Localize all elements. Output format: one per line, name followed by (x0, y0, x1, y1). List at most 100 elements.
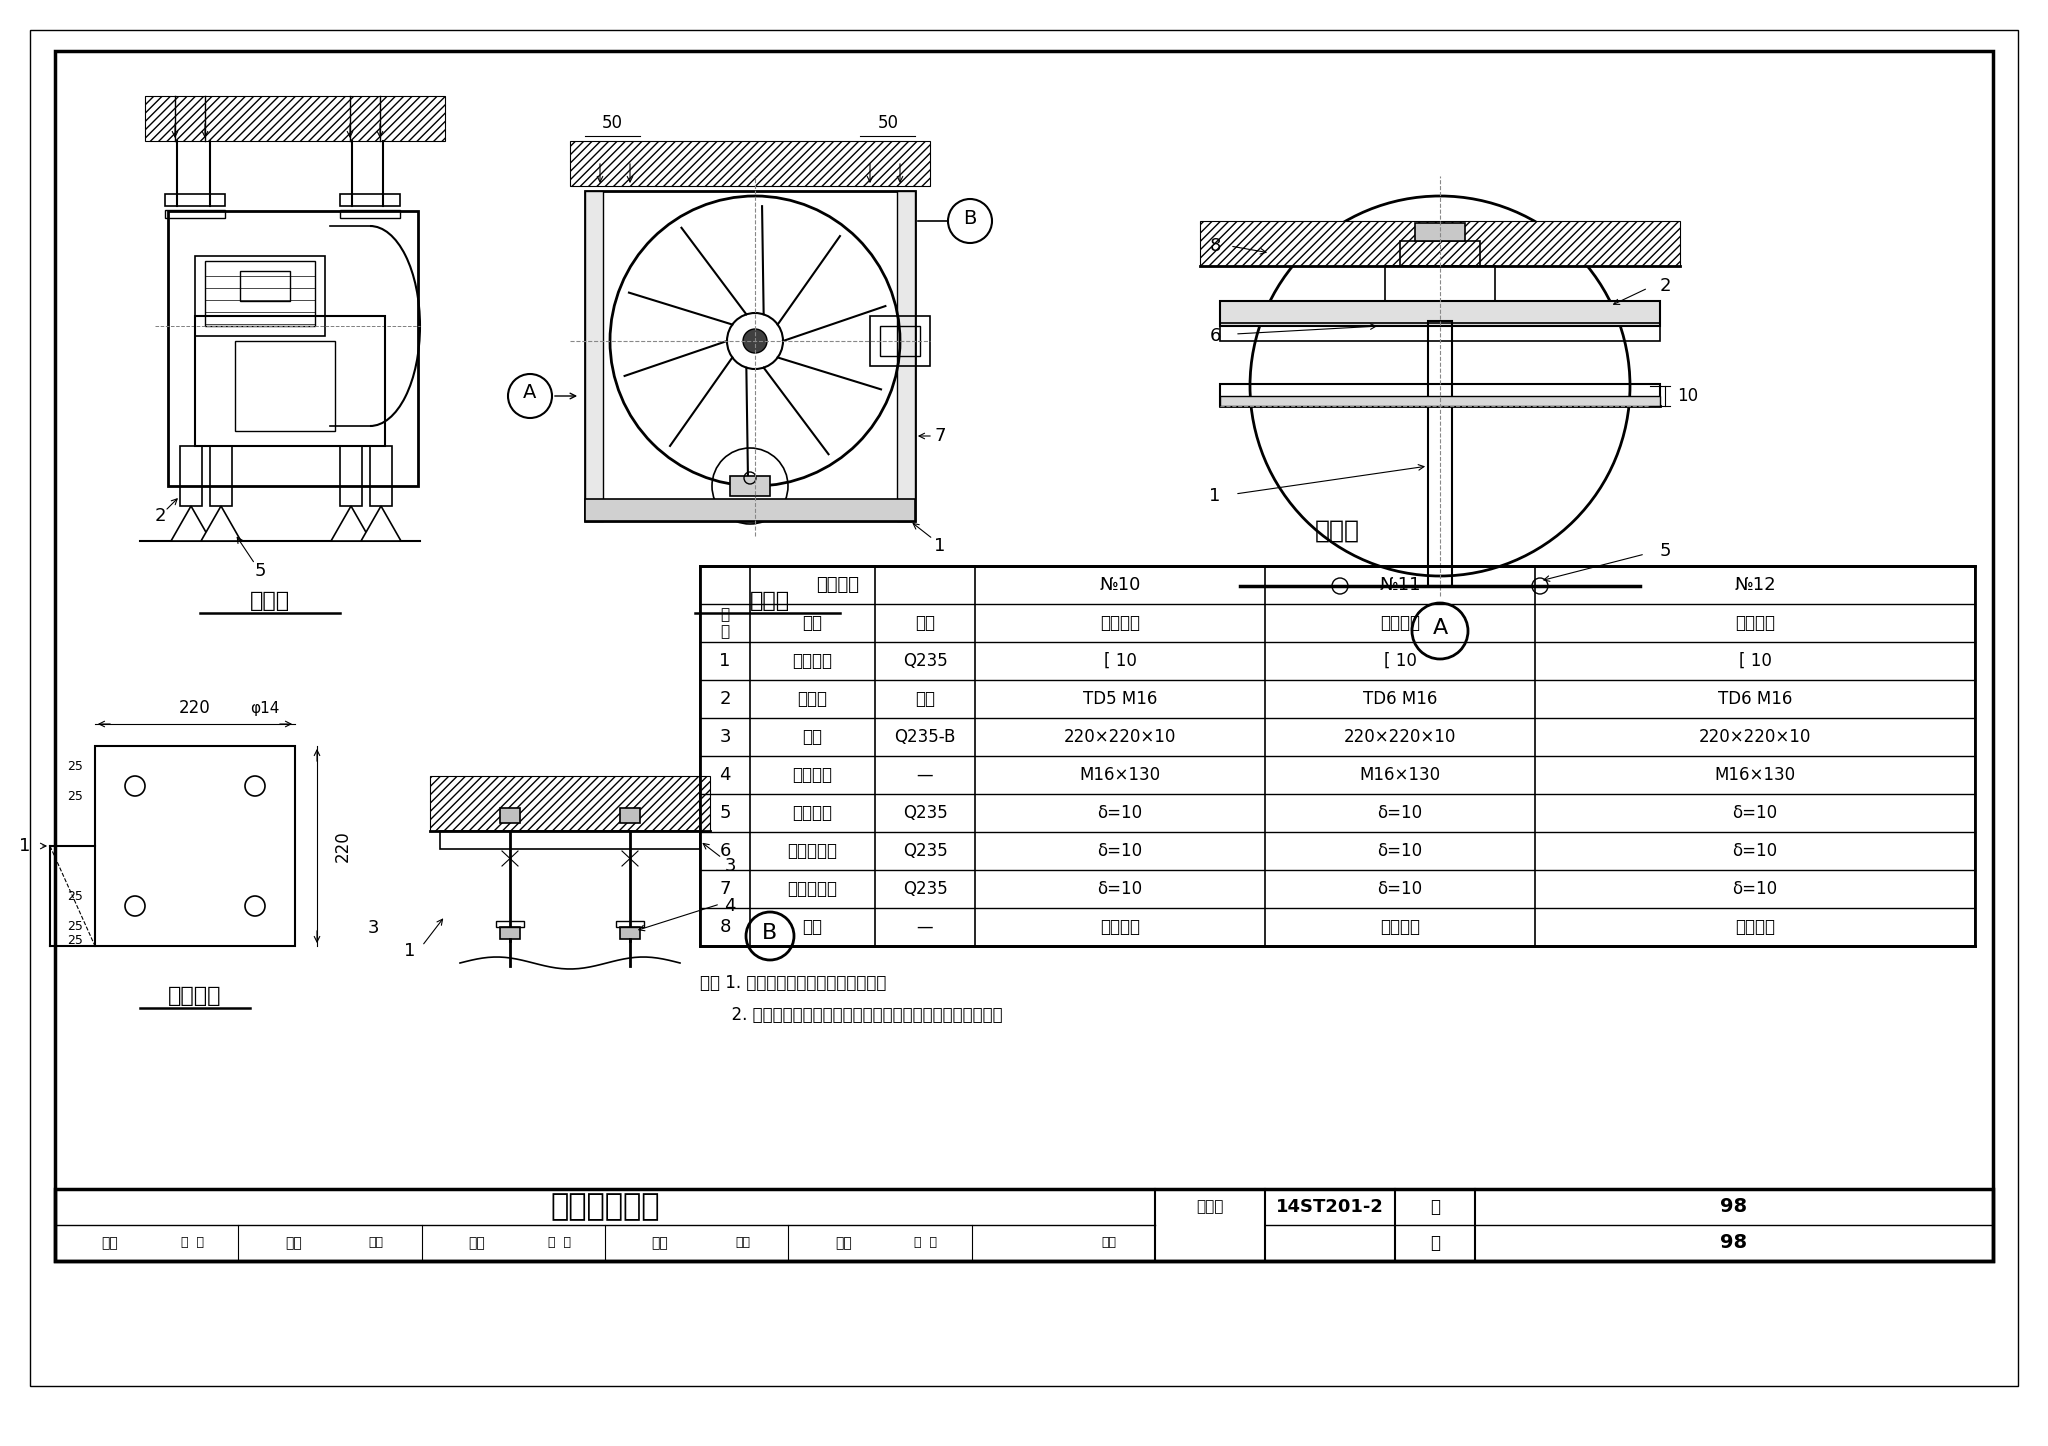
Text: δ=10: δ=10 (1378, 804, 1423, 821)
Text: 斜盘: 斜盘 (369, 1236, 383, 1249)
Text: 螺摔: 螺摔 (803, 918, 823, 936)
Bar (729, 476, 770, 496)
Bar (166, 194, 225, 205)
Text: 50: 50 (602, 114, 623, 132)
Text: 校定: 校定 (651, 1236, 668, 1249)
Bar (240, 270, 291, 301)
Text: 厂家配套: 厂家配套 (1735, 918, 1776, 936)
Text: 材料规格: 材料规格 (1100, 615, 1141, 632)
Bar (586, 499, 915, 521)
Text: δ=10: δ=10 (1098, 842, 1143, 860)
Text: 1: 1 (719, 652, 731, 669)
Text: 25: 25 (68, 790, 82, 803)
Bar (211, 445, 231, 506)
Text: 成品: 成品 (915, 690, 936, 709)
Text: 8: 8 (719, 918, 731, 936)
Text: 刘细: 刘细 (1102, 1236, 1116, 1249)
Text: 厂家配套: 厂家配套 (1100, 918, 1141, 936)
Text: 名称: 名称 (803, 615, 823, 632)
Text: 6: 6 (719, 842, 731, 860)
Text: 3: 3 (719, 727, 731, 746)
Text: 件
号: 件 号 (721, 607, 729, 639)
Bar (166, 210, 225, 218)
Text: №12: №12 (1735, 576, 1776, 594)
Text: [ 10: [ 10 (1104, 652, 1137, 669)
Bar (340, 194, 399, 205)
Text: 1: 1 (403, 941, 416, 960)
Text: TD5 M16: TD5 M16 (1083, 690, 1157, 709)
Text: 注： 1. 安装尺寸应根据所选风机确定。: 注： 1. 安装尺寸应根据所选风机确定。 (700, 975, 887, 992)
Bar (621, 927, 639, 938)
Text: 产品: 产品 (735, 1236, 750, 1249)
Text: 钢板详图: 钢板详图 (168, 986, 221, 1006)
Bar (500, 927, 520, 938)
Bar (1221, 385, 1661, 406)
Bar (195, 256, 326, 335)
Text: 4: 4 (725, 897, 735, 915)
Text: 25: 25 (68, 920, 82, 933)
Text: 材料规格: 材料规格 (1380, 615, 1419, 632)
Text: 材料表: 材料表 (1315, 519, 1360, 544)
Text: A: A (524, 383, 537, 402)
Text: 220: 220 (334, 830, 352, 862)
Text: 审定: 审定 (285, 1236, 301, 1249)
Text: 审核: 审核 (102, 1236, 119, 1249)
Text: 10: 10 (1677, 388, 1698, 405)
Text: 2: 2 (154, 508, 166, 525)
Text: 左视图: 左视图 (750, 591, 791, 612)
Text: Q235-B: Q235-B (895, 727, 956, 746)
Bar (496, 921, 524, 927)
Bar (440, 831, 700, 849)
Text: 页: 页 (1430, 1233, 1440, 1252)
Text: 1: 1 (18, 837, 31, 855)
Text: δ=10: δ=10 (1733, 881, 1778, 898)
Text: 校对: 校对 (469, 1236, 485, 1249)
Bar (205, 260, 315, 325)
Bar (180, 445, 203, 506)
Bar (621, 808, 639, 823)
Text: 风机型号: 风机型号 (815, 576, 858, 594)
Bar (1401, 241, 1481, 266)
Text: Q235: Q235 (903, 842, 948, 860)
Bar (586, 191, 602, 521)
Text: №10: №10 (1100, 576, 1141, 594)
Text: №11: №11 (1378, 576, 1421, 594)
Bar (1200, 221, 1679, 266)
Bar (168, 211, 418, 486)
Text: 220: 220 (178, 698, 211, 717)
Bar (1221, 322, 1661, 341)
Bar (340, 210, 399, 218)
Bar (195, 317, 385, 445)
Text: 5: 5 (719, 804, 731, 821)
Text: 8: 8 (1208, 237, 1221, 254)
Text: 7: 7 (934, 427, 946, 445)
Bar (500, 808, 520, 823)
Bar (145, 95, 444, 142)
Bar (430, 777, 711, 831)
Text: 刘  燕: 刘 燕 (180, 1236, 205, 1249)
Bar (55, 1189, 1993, 1261)
Text: M16×130: M16×130 (1360, 766, 1440, 784)
Text: 14ST201-2: 14ST201-2 (1276, 1197, 1384, 1216)
Text: 25: 25 (68, 889, 82, 902)
Bar (55, 51, 1993, 1261)
Bar (1221, 396, 1661, 406)
Text: 三角加强板: 三角加强板 (788, 881, 838, 898)
Bar (569, 142, 930, 187)
Text: δ=10: δ=10 (1098, 804, 1143, 821)
Bar (1221, 301, 1661, 325)
Text: [ 10: [ 10 (1739, 652, 1772, 669)
Text: A: A (1432, 617, 1448, 638)
Text: 鉢板: 鉢板 (803, 727, 823, 746)
Text: 页: 页 (1430, 1197, 1440, 1216)
Text: —: — (918, 918, 934, 936)
Bar (340, 445, 362, 506)
Text: TD6 M16: TD6 M16 (1718, 690, 1792, 709)
Text: 98: 98 (1720, 1233, 1747, 1252)
Text: 材料: 材料 (915, 615, 936, 632)
Text: 98: 98 (1720, 1197, 1747, 1216)
Bar (371, 445, 391, 506)
Text: B: B (963, 208, 977, 227)
Text: M16×130: M16×130 (1714, 766, 1796, 784)
Text: 三角支撑: 三角支撑 (793, 804, 831, 821)
